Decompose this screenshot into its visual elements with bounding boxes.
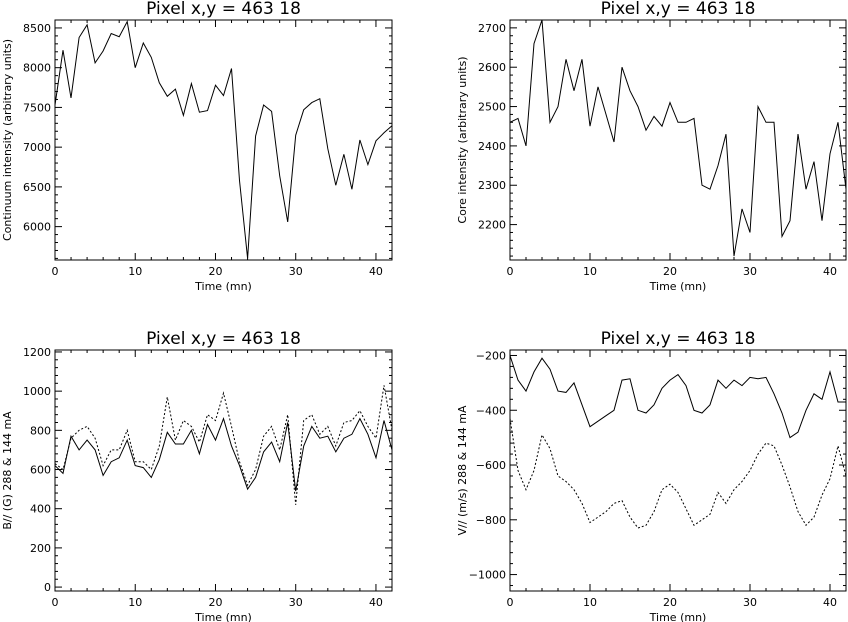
x-tick-label: 20: [208, 265, 222, 278]
y-tick-label: 0: [44, 581, 51, 594]
chart-title: Pixel x,y = 463 18: [601, 0, 756, 19]
chart-title: Pixel x,y = 463 18: [146, 0, 301, 19]
x-tick-label: 0: [507, 265, 514, 278]
series-line-dashed: [510, 418, 846, 529]
y-tick-label: 800: [30, 424, 51, 437]
y-tick-label: 2200: [478, 219, 506, 232]
x-tick-label: 20: [663, 596, 677, 609]
y-tick-label: 1000: [23, 385, 51, 398]
chart-panel-3: Pixel x,y = 463 18 Time (mn) B// (G) 288 &…: [1, 329, 393, 622]
y-tick-label: 400: [30, 503, 51, 516]
x-tick-label: 10: [128, 596, 142, 609]
x-tick-label: 40: [823, 596, 837, 609]
y-tick-label: 200: [30, 542, 51, 555]
x-axis-label: Time (mn): [649, 611, 707, 622]
y-tick-label: 2600: [478, 61, 506, 74]
x-tick-label: 40: [369, 265, 383, 278]
y-tick-label: 6500: [23, 181, 51, 194]
x-tick-label: 30: [289, 265, 303, 278]
series-line-solid: [55, 20, 392, 259]
y-tick-label: 2700: [478, 22, 506, 35]
x-axis-label: Time (mn): [194, 280, 252, 293]
x-tick-label: 40: [823, 265, 837, 278]
x-axis-label: Time (mn): [194, 611, 252, 622]
y-tick-label: −400: [476, 404, 506, 417]
y-tick-label: −1000: [469, 569, 506, 582]
y-tick-label: 6000: [23, 221, 51, 234]
x-axis-label: Time (mn): [649, 280, 707, 293]
x-tick-label: 30: [743, 265, 757, 278]
y-tick-label: 8000: [23, 62, 51, 75]
y-tick-label: 1200: [23, 346, 51, 359]
y-axis-label: Continuum intensity (arbitrary units): [1, 39, 14, 241]
series-line-solid: [55, 417, 392, 492]
y-tick-label: 7000: [23, 141, 51, 154]
y-tick-label: −200: [476, 349, 506, 362]
x-tick-label: 20: [208, 596, 222, 609]
series-line-solid: [510, 20, 846, 257]
x-tick-label: 40: [369, 596, 383, 609]
y-tick-label: −600: [476, 459, 506, 472]
plot-frame: [509, 349, 847, 592]
y-axis-label: Core intensity (arbitrary units): [456, 56, 469, 223]
plot-frame: [509, 19, 847, 261]
x-tick-label: 10: [583, 596, 597, 609]
y-tick-label: −800: [476, 514, 506, 527]
chart-panel-2: Pixel x,y = 463 18 Time (mn) Core intensit…: [456, 0, 847, 293]
chart-title: Pixel x,y = 463 18: [601, 329, 756, 349]
x-tick-label: 30: [289, 596, 303, 609]
y-tick-label: 2500: [478, 101, 506, 114]
y-tick-label: 8500: [23, 22, 51, 35]
x-tick-label: 20: [663, 265, 677, 278]
y-axis-label: V// (m/s) 288 & 144 mA: [456, 405, 469, 535]
chart-panel-4: Pixel x,y = 463 18 Time (mn) V// (m/s) 288…: [456, 329, 847, 622]
x-tick-label: 0: [52, 596, 59, 609]
y-tick-label: 2300: [478, 179, 506, 192]
y-axis-label: B// (G) 288 & 144 mA: [1, 411, 14, 530]
plot-frame: [54, 349, 393, 592]
series-line-dashed: [55, 385, 392, 505]
y-tick-label: 7500: [23, 101, 51, 114]
x-tick-label: 30: [743, 596, 757, 609]
series-line-solid: [510, 355, 846, 439]
x-tick-label: 0: [507, 596, 514, 609]
plot-frame: [54, 19, 393, 261]
chart-title: Pixel x,y = 463 18: [146, 329, 301, 349]
x-tick-label: 10: [128, 265, 142, 278]
x-tick-label: 0: [52, 265, 59, 278]
y-tick-label: 2400: [478, 140, 506, 153]
x-tick-label: 10: [583, 265, 597, 278]
y-tick-label: 600: [30, 464, 51, 477]
chart-panel-1: Pixel x,y = 463 18 Time (mn) Continuum int…: [1, 0, 393, 293]
